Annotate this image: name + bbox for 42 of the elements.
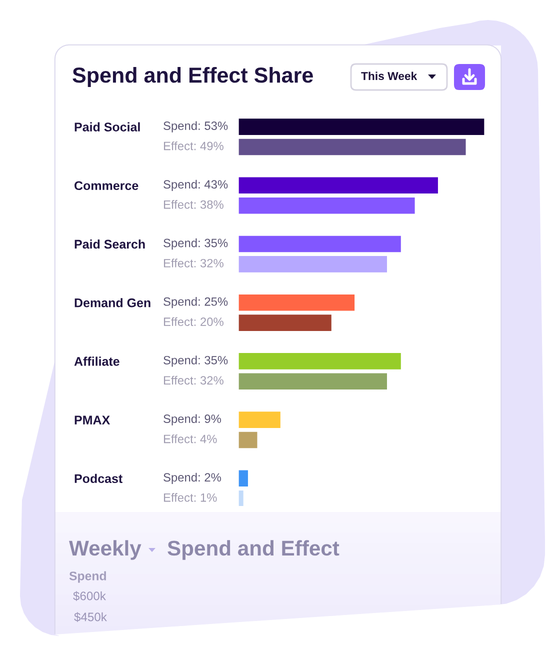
bar bbox=[238, 177, 438, 194]
bar bbox=[238, 236, 401, 252]
bar bbox=[238, 412, 280, 428]
bar bbox=[238, 197, 415, 214]
data-label: Spend: 35% bbox=[164, 356, 228, 367]
bar bbox=[238, 314, 332, 331]
bar bbox=[238, 432, 258, 448]
bar bbox=[238, 138, 466, 156]
text: Spend bbox=[69, 571, 106, 583]
data-label: Effect: 32% bbox=[164, 258, 224, 268]
y-tick-label: Paid Search bbox=[74, 239, 145, 249]
y-tick-label: Affiliate bbox=[74, 356, 120, 366]
bar bbox=[238, 353, 401, 370]
data-label: Spend: 9% bbox=[164, 414, 222, 426]
data-label: Spend: 43% bbox=[164, 180, 228, 191]
data-label: Effect: 4% bbox=[164, 434, 217, 444]
y-tick-label: Demand Gen bbox=[74, 298, 150, 308]
data-label: Effect: 38% bbox=[164, 200, 224, 209]
bar bbox=[238, 470, 248, 487]
chart-title: Spend and Effect Share bbox=[72, 66, 313, 88]
data-label: Effect: 49% bbox=[164, 141, 224, 150]
data-label: Spend: 53% bbox=[164, 121, 228, 132]
bar bbox=[238, 373, 387, 390]
bar bbox=[238, 490, 244, 506]
bar bbox=[238, 118, 484, 135]
text: $450k bbox=[74, 612, 107, 622]
data-label: Spend: 25% bbox=[164, 297, 228, 308]
text: Spend and Effect bbox=[168, 540, 340, 560]
text: Weekly bbox=[69, 540, 142, 560]
y-tick-label: Commerce bbox=[74, 181, 138, 190]
data-label: Effect: 1% bbox=[164, 493, 217, 502]
y-tick-label: Paid Social bbox=[74, 122, 140, 132]
y-tick-label: PMAX bbox=[74, 416, 110, 424]
data-label: Spend: 35% bbox=[164, 238, 228, 250]
text: $600k bbox=[73, 591, 106, 601]
bar bbox=[238, 294, 355, 311]
y-tick-label: Podcast bbox=[74, 474, 122, 484]
bar bbox=[238, 256, 387, 272]
data-label: Effect: 20% bbox=[164, 317, 224, 326]
text: This Week bbox=[361, 72, 418, 80]
data-label: Effect: 32% bbox=[164, 376, 224, 385]
data-label: Spend: 2% bbox=[164, 472, 222, 484]
